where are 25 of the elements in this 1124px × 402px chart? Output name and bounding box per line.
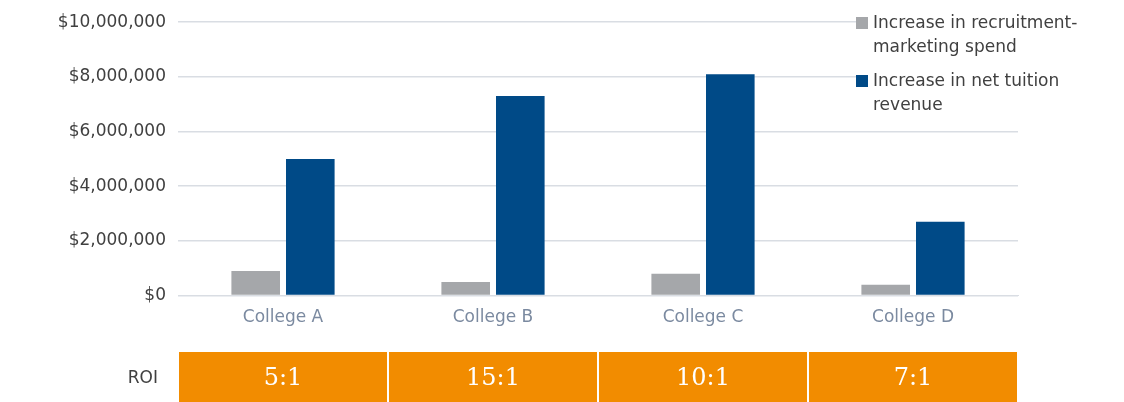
y-tick-label: $10,000,000 <box>57 10 166 31</box>
text: 10:1 <box>599 352 807 402</box>
bar <box>651 273 700 295</box>
bar <box>286 158 335 295</box>
bar <box>441 281 490 295</box>
x-tick-label: College D <box>872 306 954 327</box>
y-tick-label: $8,000,000 <box>68 65 166 86</box>
bar <box>231 270 280 295</box>
text: 5:1 <box>179 352 387 402</box>
text: ROI <box>127 366 158 389</box>
text: 15:1 <box>389 352 597 402</box>
y-tick-label: $0 <box>144 284 166 305</box>
text: 7:1 <box>809 352 1017 402</box>
legend-label: Increase in net tuition revenue <box>873 69 1061 116</box>
y-tick-label: $2,000,000 <box>68 229 166 250</box>
y-tick-label: $6,000,000 <box>68 119 166 140</box>
bar <box>916 221 965 295</box>
x-tick-label: College A <box>242 306 324 327</box>
bar <box>706 74 755 295</box>
bar <box>861 284 910 295</box>
bar <box>496 96 545 295</box>
y-tick-label: $4,000,000 <box>68 174 166 195</box>
x-tick-label: College C <box>662 306 744 327</box>
x-tick-label: College B <box>452 306 534 327</box>
legend-label: Increase in recruitment-marketing spend <box>873 11 1079 58</box>
